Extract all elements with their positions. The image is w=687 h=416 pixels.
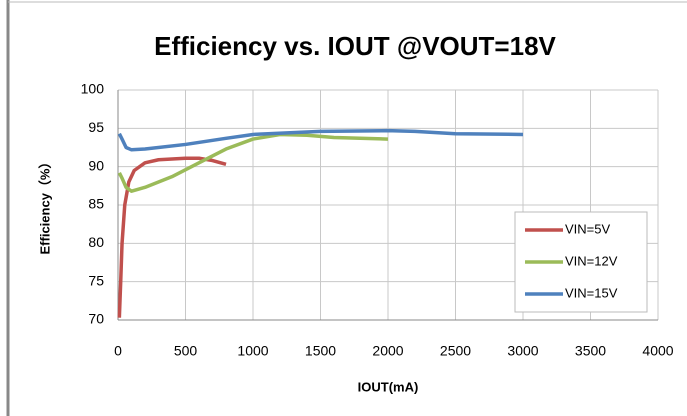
x-axis-label: IOUT(mA) xyxy=(358,379,419,394)
legend-label: VIN=15V xyxy=(565,285,618,300)
y-tick-label: 90 xyxy=(88,157,104,173)
series-line xyxy=(117,156,227,318)
x-tick-label: 1500 xyxy=(305,343,336,359)
x-tick-label: 3000 xyxy=(507,343,538,359)
x-tick-label: 2000 xyxy=(372,343,403,359)
x-tick-label: 0 xyxy=(114,343,122,359)
y-tick-label: 75 xyxy=(88,272,104,288)
y-tick-label: 80 xyxy=(88,234,104,250)
x-tick-label: 1000 xyxy=(237,343,268,359)
y-tick-label: 100 xyxy=(81,81,105,97)
x-tick-label: 2500 xyxy=(440,343,471,359)
x-tick-label: 3500 xyxy=(575,343,606,359)
y-tick-label: 70 xyxy=(88,311,104,327)
y-tick-label: 95 xyxy=(88,119,104,135)
series-line xyxy=(117,132,389,193)
series-line xyxy=(117,128,524,152)
legend-label: VIN=12V xyxy=(565,253,618,268)
legend-label: VIN=5V xyxy=(565,221,610,236)
x-tick-label: 4000 xyxy=(642,343,673,359)
y-axis-label: Efficiency（%） xyxy=(37,156,52,255)
x-tick-label: 500 xyxy=(174,343,198,359)
y-tick-label: 85 xyxy=(88,196,104,212)
chart-title: Efficiency vs. IOUT @VOUT=18V xyxy=(154,31,556,61)
